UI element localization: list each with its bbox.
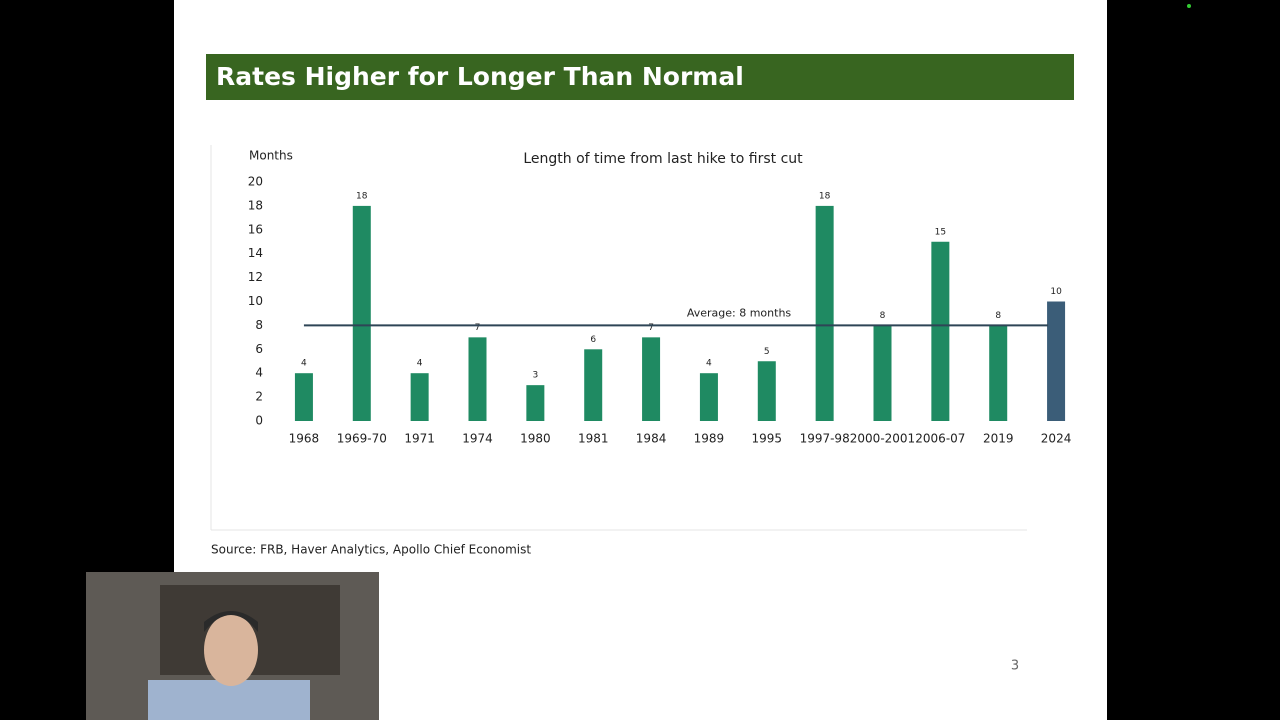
- data-label: 18: [819, 191, 831, 201]
- x-tick-label: 1989: [694, 432, 725, 446]
- y-tick-label: 6: [255, 342, 263, 356]
- bar: [931, 241, 950, 421]
- bar: [584, 349, 603, 421]
- webcam: [86, 572, 379, 720]
- x-tick-label: 2019: [983, 432, 1014, 446]
- bar: [815, 205, 834, 421]
- data-label: 18: [356, 191, 368, 201]
- y-tick-label: 18: [248, 198, 263, 212]
- x-tick-label: 2000-2001: [850, 432, 915, 446]
- y-tick-label: 2: [255, 390, 263, 404]
- source: Source: FRB, Haver Analytics, Apollo Chi…: [211, 543, 531, 557]
- title-bar: [206, 54, 1074, 100]
- bar: [989, 325, 1008, 421]
- bar: [873, 325, 892, 421]
- x-tick-label: 1968: [289, 432, 320, 446]
- webcam-hair: [204, 611, 258, 632]
- y-tick-label: 0: [255, 414, 263, 428]
- y-tick-label: 20: [248, 175, 263, 189]
- data-label: 8: [880, 311, 886, 321]
- data-label: 4: [417, 359, 423, 369]
- y-tick-label: 4: [255, 366, 263, 380]
- data-label: 5: [764, 347, 770, 357]
- webcam-face: [204, 614, 258, 686]
- x-tick-label: 1997-98: [800, 432, 850, 446]
- x-tick-label: 2024: [1041, 432, 1072, 446]
- data-label: 10: [1050, 287, 1062, 297]
- chart-title: Length of time from last hike to first c…: [523, 151, 803, 167]
- bar: [526, 385, 545, 421]
- bar: [352, 205, 371, 421]
- y-tick-label: 14: [248, 246, 263, 260]
- data-label: 8: [995, 311, 1001, 321]
- bar: [468, 337, 487, 421]
- x-tick-label: 1984: [636, 432, 667, 446]
- x-tick-label: 1971: [404, 432, 435, 446]
- bar: [294, 373, 313, 421]
- y-tick-label: 16: [248, 222, 263, 236]
- x-tick-label: 1995: [752, 432, 783, 446]
- data-label: 15: [935, 227, 946, 237]
- data-label: 4: [706, 359, 712, 369]
- y-axis-label: Months: [249, 149, 293, 163]
- data-label: 7: [475, 323, 481, 333]
- data-label: 6: [590, 335, 596, 345]
- page-number: 3: [1011, 659, 1019, 674]
- bar: [410, 373, 429, 421]
- x-tick-label: 1980: [520, 432, 551, 446]
- y-tick-label: 12: [248, 270, 263, 284]
- y-tick-label: 10: [248, 294, 263, 308]
- x-tick-label: 2006-07: [915, 432, 965, 446]
- status-dot: [1187, 4, 1191, 8]
- bar: [757, 361, 776, 421]
- data-label: 3: [532, 371, 538, 381]
- slide-title: Rates Higher for Longer Than Normal: [216, 62, 744, 91]
- data-label: 7: [648, 323, 654, 333]
- x-tick-label: 1974: [462, 432, 493, 446]
- x-tick-label: 1969-70: [337, 432, 387, 446]
- bar: [699, 373, 718, 421]
- bar: [642, 337, 661, 421]
- webcam-shirt: [148, 680, 310, 720]
- x-tick-label: 1981: [578, 432, 609, 446]
- data-label: 4: [301, 359, 307, 369]
- average-label: Average: 8 months: [687, 306, 792, 319]
- y-tick-label: 8: [255, 318, 263, 332]
- bar: [1047, 301, 1066, 421]
